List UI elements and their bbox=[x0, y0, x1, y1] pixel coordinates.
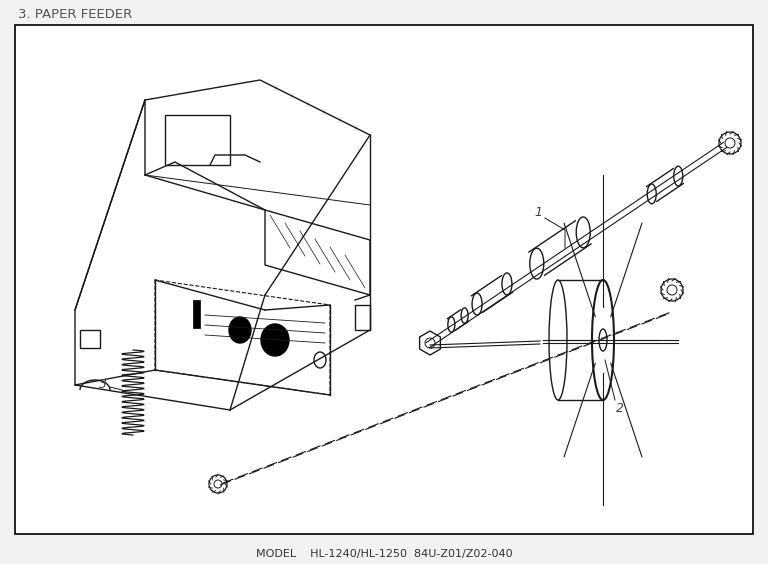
Bar bbox=[355, 305, 370, 330]
Bar bbox=[80, 330, 100, 348]
Text: 1: 1 bbox=[534, 206, 542, 219]
Ellipse shape bbox=[229, 317, 251, 343]
Text: 2: 2 bbox=[616, 402, 624, 415]
Bar bbox=[165, 115, 230, 165]
Text: 3: 3 bbox=[99, 378, 107, 391]
Ellipse shape bbox=[261, 324, 289, 356]
Text: MODEL    HL-1240/HL-1250  84U-Z01/Z02-040: MODEL HL-1240/HL-1250 84U-Z01/Z02-040 bbox=[256, 549, 512, 559]
Text: 3. PAPER FEEDER: 3. PAPER FEEDER bbox=[18, 7, 132, 20]
Bar bbox=[193, 300, 200, 328]
